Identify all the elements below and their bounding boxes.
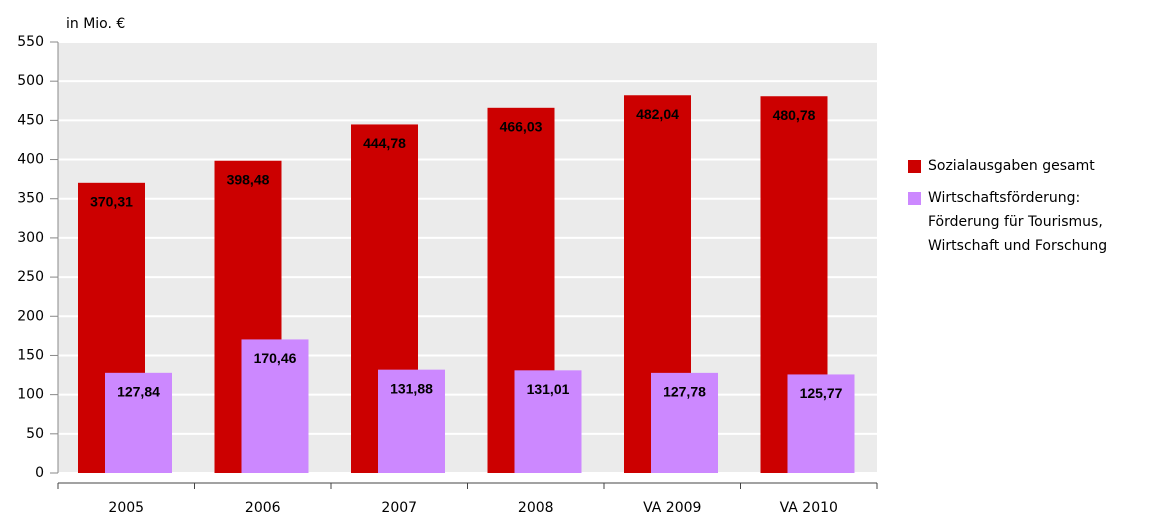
x-tick-label: 2006	[245, 500, 281, 516]
bar	[651, 372, 718, 473]
bar	[241, 339, 309, 473]
y-tick-label: 200	[17, 308, 44, 324]
data-label: 131,88	[390, 380, 433, 396]
legend-label: Wirtschaftsförderung: Förderung für Tour…	[928, 190, 1108, 254]
data-label: 482,04	[636, 106, 679, 122]
y-tick-label: 250	[17, 269, 44, 285]
x-tick-label: 2007	[381, 500, 417, 516]
data-label: 480,78	[773, 107, 816, 123]
y-tick-label: 150	[17, 347, 44, 363]
data-label: 444,78	[363, 135, 406, 151]
data-label: 370,31	[90, 194, 133, 210]
y-tick-label: 300	[17, 230, 44, 246]
legend-swatch	[908, 160, 921, 173]
data-label: 131,01	[527, 381, 570, 397]
data-label: 398,48	[227, 171, 270, 187]
y-tick-label: 450	[17, 112, 44, 128]
y-tick-label: 400	[17, 152, 44, 168]
data-label: 127,84	[117, 384, 160, 400]
y-axis-label: in Mio. €	[66, 16, 125, 32]
bar	[514, 370, 582, 473]
data-label: 127,78	[663, 384, 706, 400]
y-tick-label: 0	[35, 465, 44, 481]
bar	[378, 369, 445, 473]
legend-item: Sozialausgaben gesamt	[908, 154, 1160, 178]
plot-area	[58, 42, 877, 473]
y-tick-label: 100	[17, 387, 44, 403]
x-tick-label: 2008	[518, 500, 554, 516]
legend: Sozialausgaben gesamt Wirtschaftsförderun…	[908, 154, 1160, 266]
legend-label: Sozialausgaben gesamt	[928, 158, 1095, 174]
data-label: 125,77	[800, 385, 843, 401]
bar	[105, 372, 172, 473]
legend-swatch	[908, 192, 921, 205]
data-label: 466,03	[500, 119, 543, 135]
legend-item: Wirtschaftsförderung: Förderung für Tour…	[908, 186, 1133, 258]
x-tick-label: VA 2010	[780, 500, 838, 516]
y-tick-label: 500	[17, 73, 44, 89]
y-tick-label: 350	[17, 191, 44, 207]
y-tick-label: 50	[26, 426, 44, 442]
bar	[787, 374, 855, 473]
x-tick-label: 2005	[108, 500, 144, 516]
y-tick-label: 550	[17, 34, 44, 50]
data-label: 170,46	[254, 350, 297, 366]
x-tick-label: VA 2009	[643, 500, 701, 516]
